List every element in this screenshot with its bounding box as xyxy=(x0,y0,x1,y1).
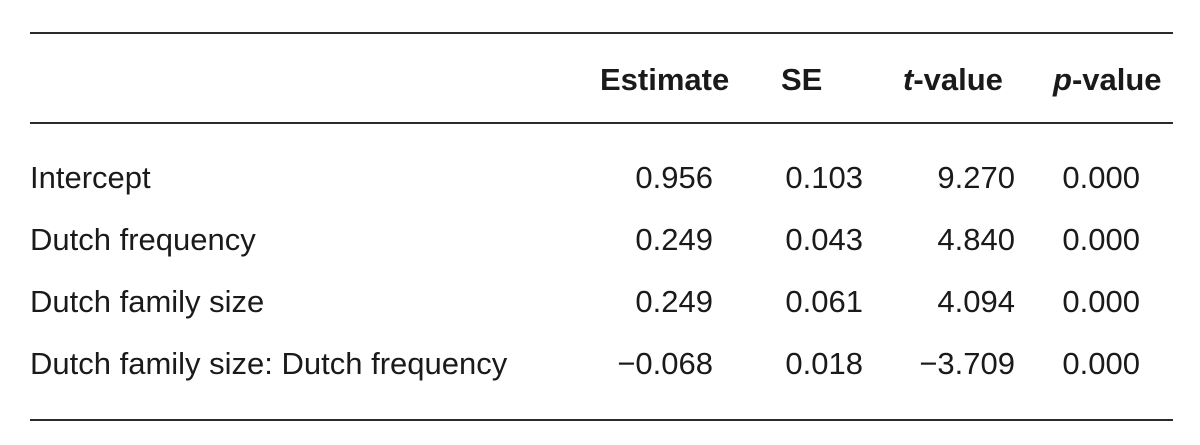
header-p-suffix: -value xyxy=(1071,62,1162,97)
cell-se: 0.018 xyxy=(785,346,863,381)
cell-se: 0.103 xyxy=(785,160,863,195)
cell-t-value: 4.840 xyxy=(937,222,1015,257)
cell-t-value: 9.270 xyxy=(937,160,1015,195)
cell-estimate: 0.249 xyxy=(635,222,713,257)
cell-se: 0.061 xyxy=(785,284,863,319)
cell-se: 0.043 xyxy=(785,222,863,257)
table-header-rule xyxy=(30,122,1173,124)
cell-estimate: −0.068 xyxy=(617,346,713,381)
cell-p-value: 0.000 xyxy=(1062,284,1140,319)
header-estimate: Estimate xyxy=(600,62,730,97)
header-p-value: p-value xyxy=(1053,62,1162,98)
row-label: Dutch family size xyxy=(30,284,265,319)
header-t-value: t-value xyxy=(903,62,1003,98)
table-bottom-rule xyxy=(30,419,1173,421)
row-label: Intercept xyxy=(30,160,151,195)
cell-p-value: 0.000 xyxy=(1062,160,1140,195)
header-t-suffix: -value xyxy=(913,62,1003,97)
cell-estimate: 0.249 xyxy=(635,284,713,319)
row-label: Dutch frequency xyxy=(30,222,256,257)
header-se: SE xyxy=(781,62,823,97)
header-t-italic: t xyxy=(903,62,914,97)
cell-estimate: 0.956 xyxy=(635,160,713,195)
row-label: Dutch family size: Dutch frequency xyxy=(30,346,508,381)
cell-p-value: 0.000 xyxy=(1062,346,1140,381)
header-p-italic: p xyxy=(1053,62,1072,97)
table-top-rule xyxy=(30,32,1173,34)
cell-t-value: −3.709 xyxy=(919,346,1015,381)
cell-t-value: 4.094 xyxy=(937,284,1015,319)
cell-p-value: 0.000 xyxy=(1062,222,1140,257)
